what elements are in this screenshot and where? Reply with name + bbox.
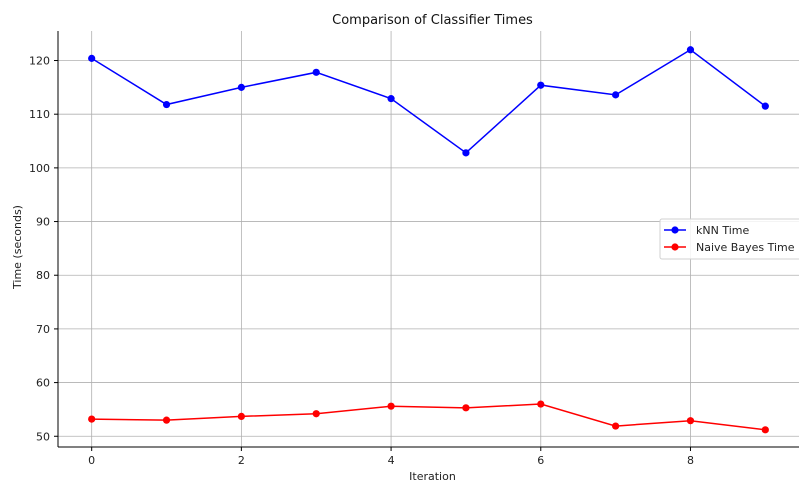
y-tick-label: 110 <box>29 108 50 121</box>
data-point <box>761 102 769 110</box>
data-point <box>686 46 695 54</box>
data-point <box>537 81 545 89</box>
data-point <box>537 400 545 408</box>
legend-marker <box>671 243 679 251</box>
series-layer <box>88 46 769 434</box>
x-tick-label: 4 <box>388 454 395 467</box>
x-tick-label: 8 <box>687 454 694 467</box>
y-tick-label: 60 <box>36 377 50 390</box>
x-tick-label: 6 <box>537 454 544 467</box>
data-point <box>387 95 395 103</box>
data-point <box>612 91 620 99</box>
x-axis-title: Iteration <box>409 470 456 482</box>
data-point <box>162 416 171 424</box>
data-point <box>462 404 470 412</box>
legend-box <box>659 218 799 260</box>
axes-layer: 0 2 4 6 8 50 60 70 80 90 100 110 120 <box>29 31 799 467</box>
legend: kNN Time Naive Bayes Time <box>659 218 799 260</box>
y-tick-label: 50 <box>36 430 50 443</box>
data-point <box>237 412 245 421</box>
data-point <box>88 54 96 62</box>
data-point <box>237 83 245 91</box>
data-point <box>387 402 395 410</box>
legend-label: Naive Bayes Time <box>696 241 795 254</box>
legend-label: kNN Time <box>696 224 749 237</box>
data-point <box>312 410 320 418</box>
data-point <box>162 100 171 109</box>
y-tick-label: 80 <box>36 269 50 282</box>
legend-marker <box>671 226 679 234</box>
data-point <box>686 417 695 425</box>
y-tick-label: 120 <box>29 55 50 68</box>
x-tick-label: 2 <box>238 454 245 467</box>
data-point <box>312 68 320 76</box>
series-line <box>91 48 766 154</box>
series-line <box>91 403 766 431</box>
data-point <box>88 415 96 423</box>
x-tick-label: 0 <box>88 454 95 467</box>
data-point <box>761 426 769 434</box>
data-point <box>612 422 620 430</box>
y-tick-label: 100 <box>29 162 50 175</box>
y-tick-label: 90 <box>36 216 50 229</box>
y-axis-title: Time (seconds) <box>11 205 24 290</box>
y-tick-label: 70 <box>36 323 50 336</box>
data-point <box>462 149 470 157</box>
chart-title: Comparison of Classifier Times <box>332 13 533 28</box>
